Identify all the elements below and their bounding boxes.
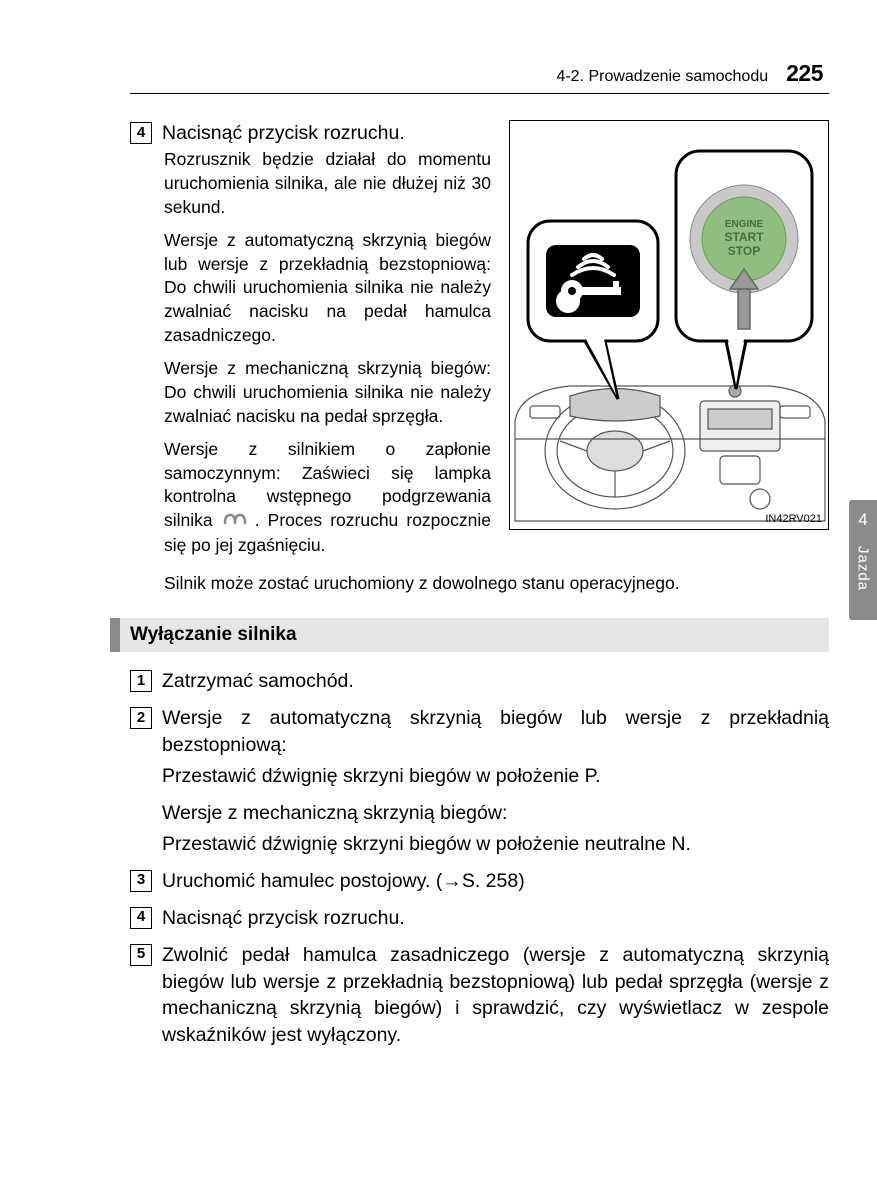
stop-step-2-body: Wersje z automatyczną skrzynią biegów lu… xyxy=(162,705,829,858)
stop-engine-steps: 1 Zatrzymać samochód. 2 Wersje z automat… xyxy=(130,668,829,1049)
section-bar xyxy=(110,618,120,652)
step-4-head: 4 Nacisnąć przycisk rozruchu. xyxy=(130,120,491,146)
stop-step-2d: Przestawić dźwignię skrzyni biegów w poł… xyxy=(162,831,829,858)
stop-step-4: 4 Nacisnąć przycisk rozruchu. xyxy=(130,905,829,932)
stop-step-4-text: Nacisnąć przycisk rozruchu. xyxy=(162,905,829,932)
section-title-2: Wyłączanie silnika xyxy=(130,624,297,646)
tab-chapter-number: 4 xyxy=(858,510,867,530)
stop-step-3-text: Uruchomić hamulec postojowy. (→S. 258) xyxy=(162,868,829,895)
step-number-box: 4 xyxy=(130,122,152,144)
stop-step-2: 2 Wersje z automatyczną skrzynią biegów … xyxy=(130,705,829,858)
svg-text:STOP: STOP xyxy=(728,244,760,258)
svg-text:ENGINE: ENGINE xyxy=(725,219,764,230)
svg-text:START: START xyxy=(724,230,764,244)
text-column: 4 Nacisnąć przycisk rozruchu. Rozrusznik… xyxy=(130,120,491,567)
step-number-box: 4 xyxy=(130,907,152,929)
step4-p3: Wersje z mechaniczną skrzynią biegów: Do… xyxy=(164,357,491,428)
stop-step-1: 1 Zatrzymać samochód. xyxy=(130,668,829,695)
step4-p2: Wersje z automatyczną skrzynią biegów lu… xyxy=(164,229,491,347)
stop-step-1-text: Zatrzymać samochód. xyxy=(162,668,829,695)
step-number-box: 2 xyxy=(130,707,152,729)
step-number-box: 3 xyxy=(130,870,152,892)
stop-step-2b: Przestawić dźwignię skrzyni biegów w poł… xyxy=(162,763,829,790)
page-number: 225 xyxy=(786,60,823,87)
section-title: 4-2. Prowadzenie samochodu xyxy=(556,68,768,86)
step4-note: Silnik może zostać uruchomiony z dowolne… xyxy=(164,573,829,594)
step-number-box: 1 xyxy=(130,670,152,692)
illustration-id: IN42RV021 xyxy=(765,513,822,525)
stop-step-5: 5 Zwolnić pedał hamulca zasadniczego (we… xyxy=(130,942,829,1050)
stop-step-2c: Wersje z mechaniczną skrzynią biegów: xyxy=(162,800,829,827)
content-top: 4 Nacisnąć przycisk rozruchu. Rozrusznik… xyxy=(130,120,829,567)
step4-p1: Rozrusznik będzie działał do momentu uru… xyxy=(164,148,491,219)
step4-p4: Wersje z silnikiem o zapłonie samoczynny… xyxy=(164,438,491,557)
illustration: ENGINE START STOP IN42RV021 xyxy=(509,120,829,530)
stop-step-2a: Wersje z automatyczną skrzynią biegów lu… xyxy=(162,705,829,759)
header-rule xyxy=(130,93,829,94)
step-4-title: Nacisnąć przycisk rozruchu. xyxy=(162,120,405,146)
manual-page: 4-2. Prowadzenie samochodu 225 4 Nacisną… xyxy=(0,0,877,1200)
glow-plug-icon xyxy=(221,509,255,534)
tab-chapter-label: Jazda xyxy=(855,546,872,591)
stop-step-3: 3 Uruchomić hamulec postojowy. (→S. 258) xyxy=(130,868,829,895)
dashboard-illustration-svg: ENGINE START STOP xyxy=(510,121,828,529)
side-tab: 4 Jazda xyxy=(849,500,877,620)
page-header: 4-2. Prowadzenie samochodu 225 xyxy=(130,60,829,87)
section-header: Wyłączanie silnika xyxy=(110,618,829,652)
stop-step-5-text: Zwolnić pedał hamulca zasadniczego (wers… xyxy=(162,942,829,1050)
step-number-box: 5 xyxy=(130,944,152,966)
